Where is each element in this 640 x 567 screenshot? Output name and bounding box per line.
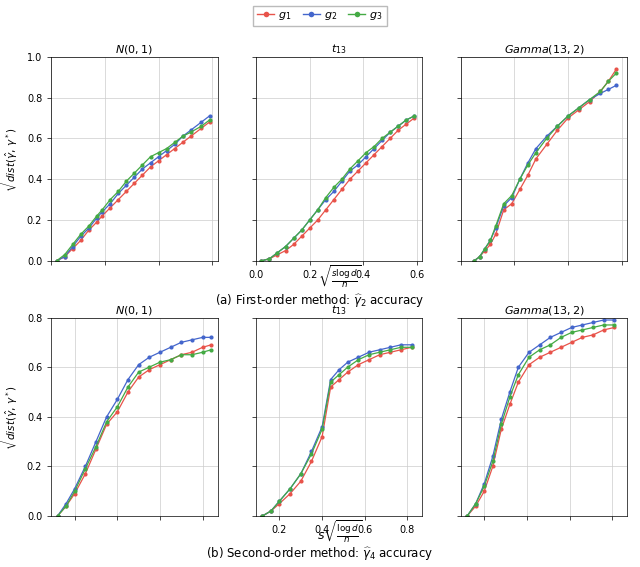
Y-axis label: $\sqrt{dist(\hat{\gamma},\,\gamma^*)}$: $\sqrt{dist(\hat{\gamma},\,\gamma^*)}$	[0, 383, 21, 450]
Text: $\sqrt{\frac{s\log d}{n}}$: $\sqrt{\frac{s\log d}{n}}$	[317, 264, 361, 290]
Title: $N(0, 1)$: $N(0, 1)$	[115, 304, 154, 317]
Text: (b) Second-order method: $\widehat{\gamma}_4$ accuracy: (b) Second-order method: $\widehat{\gamm…	[206, 545, 434, 562]
Text: $s\sqrt{\frac{\log d}{n}}$: $s\sqrt{\frac{\log d}{n}}$	[317, 519, 362, 545]
Legend: $g_1$, $g_2$, $g_3$: $g_1$, $g_2$, $g_3$	[253, 6, 387, 27]
Title: $Gamma(13, 2)$: $Gamma(13, 2)$	[504, 43, 584, 56]
Title: $t_{13}$: $t_{13}$	[332, 43, 347, 56]
Title: $t_{13}$: $t_{13}$	[332, 303, 347, 317]
Title: $N(0, 1)$: $N(0, 1)$	[115, 43, 154, 56]
Text: (a) First-order method: $\widehat{\gamma}_2$ accuracy: (a) First-order method: $\widehat{\gamma…	[215, 292, 425, 309]
Y-axis label: $\sqrt{dist(\hat{\gamma},\,\gamma^*)}$: $\sqrt{dist(\hat{\gamma},\,\gamma^*)}$	[0, 125, 21, 192]
Title: $Gamma(13, 2)$: $Gamma(13, 2)$	[504, 304, 584, 317]
